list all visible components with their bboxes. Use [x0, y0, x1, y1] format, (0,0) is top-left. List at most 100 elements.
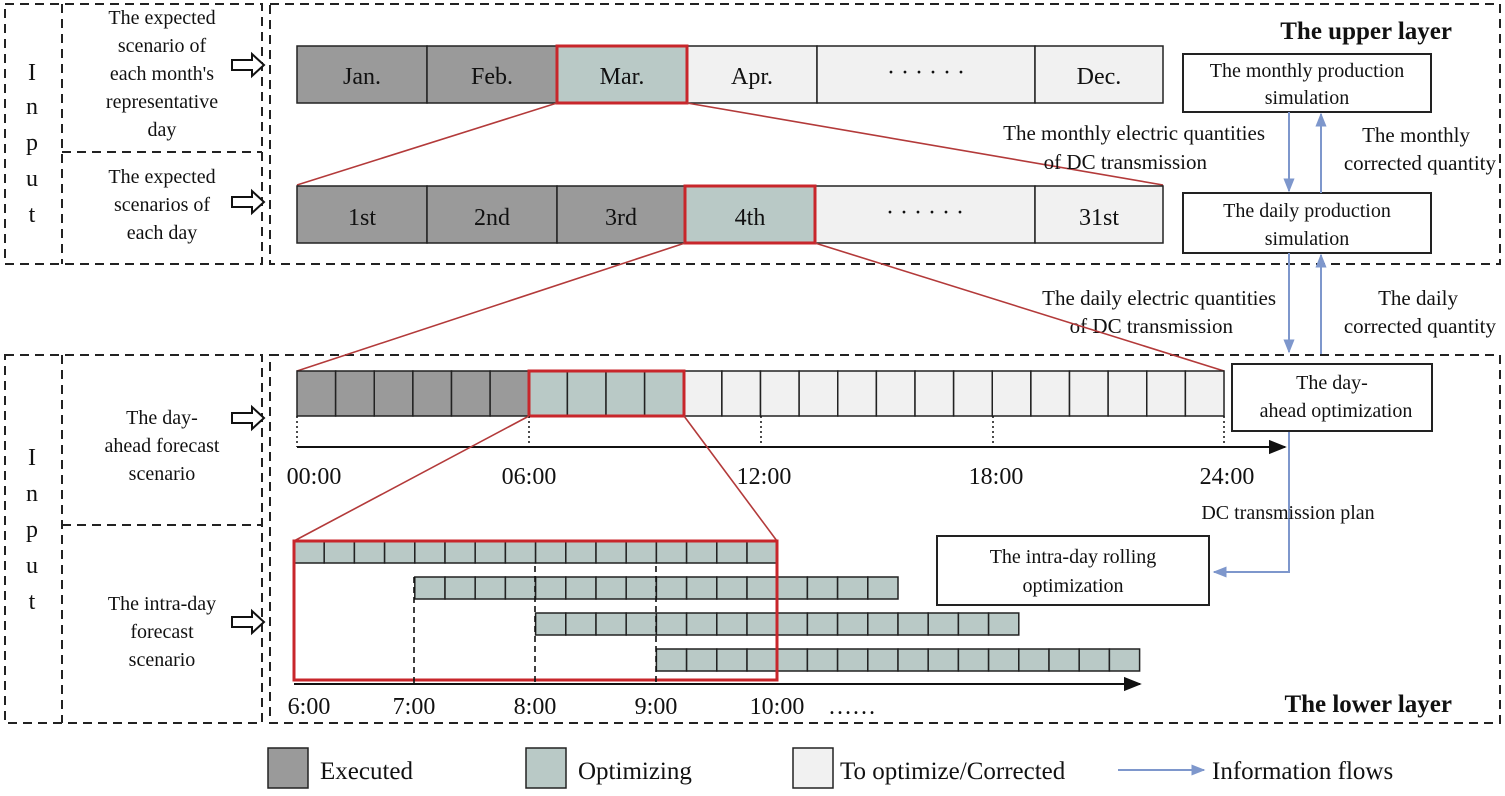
hour-cell [991, 370, 1032, 417]
roll-tick-6: 6:00 [288, 694, 331, 720]
input-arrow-month [231, 51, 266, 79]
rolling-cell [957, 612, 990, 636]
svg-text:The monthly electric quantitie: The monthly electric quantities [1003, 121, 1265, 145]
daily-quantities-label: The daily electric quantities of DC tran… [1042, 286, 1276, 338]
svg-text:Information flows: Information flows [1212, 758, 1393, 785]
tick-18: 18:00 [969, 464, 1024, 490]
rolling-axis: 6:00 7:00 8:00 9:00 10:00 …… [288, 566, 1142, 720]
svg-text:of DC transmission: of DC transmission [1070, 314, 1234, 338]
svg-text:The day-: The day- [1296, 372, 1368, 394]
daily-corrected-label: The daily corrected quantity [1344, 286, 1497, 338]
svg-text:The lower layer: The lower layer [1284, 691, 1452, 718]
svg-text:p: p [26, 130, 38, 156]
rolling-cell [414, 540, 446, 564]
svg-text:ahead forecast: ahead forecast [105, 435, 220, 457]
svg-text:p: p [26, 517, 38, 543]
rolling-cell [685, 576, 718, 600]
rolling-cell [504, 540, 537, 564]
hour-cell [1146, 370, 1187, 417]
rolling-cell [565, 576, 597, 600]
lower-layer-panel: The lower layer [269, 354, 1501, 724]
legend-executed-swatch [267, 747, 309, 789]
legend-to-optimize-swatch [792, 747, 834, 789]
hour-cell [682, 370, 723, 417]
hour-cell [1068, 370, 1109, 417]
rolling-cell [776, 648, 809, 672]
svg-text:scenario: scenario [129, 463, 196, 485]
rolling-windows [293, 540, 1141, 672]
roll-tick-8: 8:00 [514, 694, 557, 720]
rolling-cell [867, 576, 899, 600]
rolling-cell [565, 612, 597, 636]
rolling-cell [565, 540, 597, 564]
rolling-cell [716, 612, 748, 636]
svg-text:The monthly production: The monthly production [1210, 60, 1404, 82]
svg-text:Dec.: Dec. [1077, 64, 1122, 90]
svg-text:The expected: The expected [108, 166, 215, 188]
svg-text:The daily production: The daily production [1223, 200, 1391, 222]
tick-12: 12:00 [737, 464, 792, 490]
svg-text:u: u [26, 166, 38, 192]
rolling-cell [595, 576, 627, 600]
lower-input-panel: I n p u t The day- ahead forecast scenar… [4, 354, 263, 724]
roll-tick-more: …… [828, 694, 876, 720]
svg-text:2nd: 2nd [474, 205, 510, 231]
rolling-cell [987, 648, 1020, 672]
month-ellipsis-cell [816, 45, 1036, 104]
rolling-cell [776, 612, 809, 636]
rolling-cell [1078, 648, 1111, 672]
roll-tick-10: 10:00 [750, 694, 805, 720]
zoom-lines-middle [296, 242, 1225, 372]
lower-input-letters: I n p u t [26, 445, 38, 615]
rolling-cell [534, 540, 567, 564]
upper-input-panel: I n p u t The expected scenario of each … [4, 3, 263, 265]
hour-cell [643, 370, 685, 417]
rolling-cell [534, 576, 567, 600]
rolling-cell [625, 576, 658, 600]
rolling-cell [776, 576, 809, 600]
svg-text:Optimizing: Optimizing [578, 758, 692, 785]
hour-cell [450, 370, 491, 417]
daily-simulation-box: The daily production simulation [1182, 192, 1432, 254]
svg-text:· · · · · ·: · · · · · · [886, 200, 964, 226]
rolling-cell [625, 540, 658, 564]
day-4th-cell [684, 185, 816, 244]
rolling-cell [444, 540, 476, 564]
input-arrow-intraday [231, 608, 266, 636]
rolling-cell [987, 612, 1020, 636]
rolling-cell [414, 576, 446, 600]
svg-text:forecast: forecast [130, 621, 194, 643]
rolling-cell [474, 576, 507, 600]
zoom-lines-lower [293, 415, 778, 542]
rolling-cell [746, 540, 778, 564]
hour-cell [837, 370, 878, 417]
hour-cell [489, 370, 530, 417]
rolling-cell [746, 648, 778, 672]
input-arrow-day [231, 188, 266, 216]
rolling-cell [897, 612, 929, 636]
svg-text:scenario: scenario [129, 649, 196, 671]
rolling-cell [897, 648, 929, 672]
rolling-cell [836, 612, 869, 636]
rolling-cell [655, 648, 688, 672]
day-strip: 1st 2nd 3rd 4th · · · · · · 31st [296, 184, 1164, 245]
rolling-cell [1048, 648, 1080, 672]
hour-cell [721, 370, 762, 417]
svg-text:3rd: 3rd [605, 205, 637, 231]
rolling-cell [655, 540, 688, 564]
svg-text:Apr.: Apr. [731, 64, 773, 90]
tick-24: 24:00 [1200, 464, 1255, 490]
svg-text:ahead optimization: ahead optimization [1260, 400, 1413, 422]
svg-text:each month's: each month's [110, 63, 214, 85]
rolling-cell [836, 576, 869, 600]
rolling-cell [685, 648, 718, 672]
svg-text:Feb.: Feb. [471, 64, 513, 90]
hour-cell [1107, 370, 1148, 417]
svg-text:scenarios of: scenarios of [114, 194, 210, 216]
roll-tick-7: 7:00 [393, 694, 436, 720]
monthly-simulation-box: The monthly production simulation [1182, 53, 1432, 113]
dayahead-optimization-box: The day- ahead optimization [1231, 363, 1433, 432]
hour-cell [759, 370, 800, 417]
svg-text:t: t [29, 589, 36, 615]
svg-text:The intra-day rolling: The intra-day rolling [990, 546, 1157, 568]
